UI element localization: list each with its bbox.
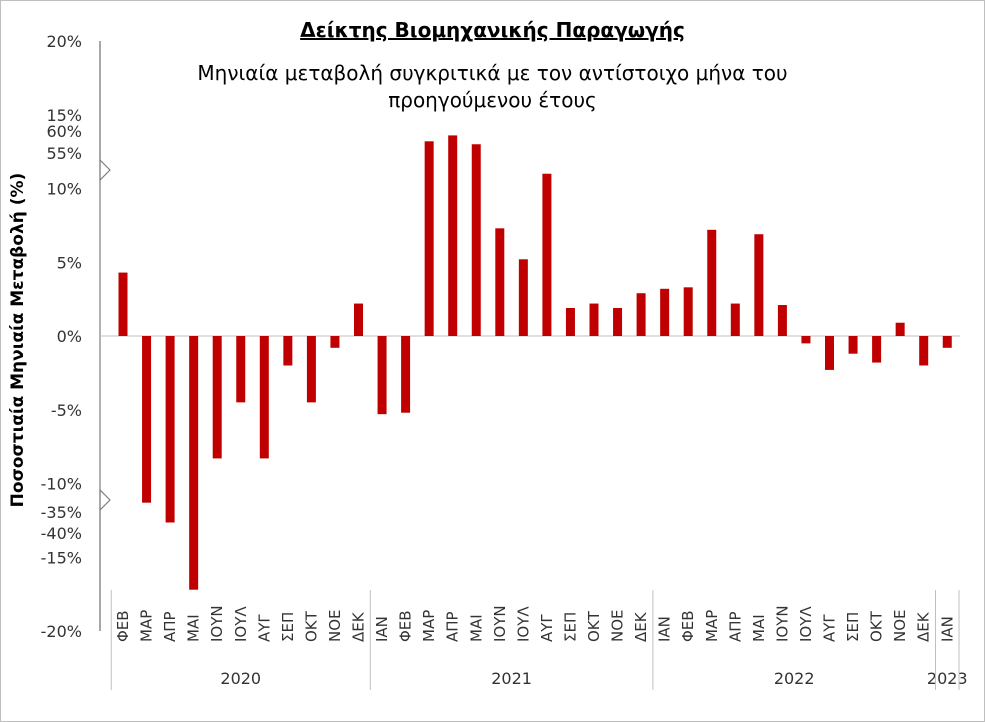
year-label: 2022 <box>774 669 815 688</box>
bar <box>848 336 858 354</box>
x-tick-label: ΙΑΝ <box>373 616 391 642</box>
x-tick-label: ΝΟΕ <box>609 609 627 642</box>
x-tick-label: ΑΥΓ <box>538 614 556 642</box>
y-tick-label: 15% <box>46 106 82 125</box>
bar <box>165 336 175 523</box>
bar <box>919 336 929 366</box>
bar <box>730 303 740 336</box>
bar <box>565 307 575 336</box>
bar <box>283 336 293 366</box>
x-tick-label: ΙΑΝ <box>938 616 956 642</box>
bar <box>377 336 387 415</box>
x-tick-label: ΑΥΓ <box>821 614 839 642</box>
x-tick-label: ΙΟΥΝ <box>208 605 226 642</box>
y-tick-label: -40% <box>41 524 82 543</box>
bar <box>212 336 222 459</box>
bar <box>495 228 505 336</box>
bar <box>259 336 269 459</box>
x-tick-label: ΔΕΚ <box>632 611 650 642</box>
y-tick-label: -10% <box>41 475 82 494</box>
x-tick-label: ΝΟΕ <box>326 609 344 642</box>
x-tick-label: ΔΕΚ <box>350 611 368 642</box>
bar <box>825 336 834 370</box>
x-tick-label: ΙΟΥΝ <box>491 605 509 642</box>
year-label: 2020 <box>220 669 261 688</box>
bar <box>589 303 599 336</box>
bar <box>189 336 199 590</box>
bar <box>895 322 905 336</box>
bar <box>401 336 411 413</box>
x-tick-label: ΦΕΒ <box>679 610 697 642</box>
x-tick-label: ΙΟΥΝ <box>773 605 791 642</box>
y-axis-line-lower <box>99 488 111 631</box>
bar <box>306 336 316 403</box>
x-tick-label: ΙΟΥΛ <box>797 606 815 642</box>
bar <box>777 305 787 336</box>
y-tick-label: -35% <box>41 503 82 522</box>
bar <box>448 135 458 336</box>
x-tick-label: ΙΑΝ <box>656 616 674 642</box>
bar <box>142 336 152 503</box>
x-tick-label: ΟΚΤ <box>585 610 603 642</box>
bar <box>471 144 481 336</box>
x-tick-label: ΝΟΕ <box>891 609 909 642</box>
x-tick-label: ΜΑΙ <box>467 614 485 642</box>
bar <box>330 336 340 348</box>
chart-title: Δείκτης Βιομηχανικής Παραγωγής <box>300 18 685 42</box>
y-tick-label: 60% <box>46 122 82 141</box>
x-tick-label: ΑΠΡ <box>444 611 462 642</box>
year-label: 2021 <box>491 669 532 688</box>
x-tick-label: ΦΕΒ <box>397 610 415 642</box>
chart-subtitle: Μηνιαία μεταβολή συγκριτικά με τον αντίσ… <box>197 61 788 112</box>
year-label: 2023 <box>927 669 968 688</box>
bar <box>613 307 623 336</box>
x-tick-label: ΦΕΒ <box>114 610 132 642</box>
x-tick-label: ΣΕΠ <box>279 612 297 642</box>
y-tick-label: -20% <box>41 622 82 641</box>
x-tick-label: ΜΑΡ <box>420 610 438 642</box>
x-tick-label: ΣΕΠ <box>561 612 579 642</box>
bar <box>518 259 528 336</box>
x-tick-label: ΟΚΤ <box>302 610 320 642</box>
bar <box>942 336 952 348</box>
x-tick-label: ΜΑΙ <box>750 614 768 642</box>
bar <box>660 288 670 336</box>
x-tick-label: ΔΕΚ <box>915 611 933 642</box>
y-tick-label: -15% <box>41 548 82 567</box>
y-tick-label: 10% <box>46 180 82 199</box>
bar <box>118 272 128 336</box>
y-tick-label: 0% <box>57 327 82 346</box>
bar <box>636 293 646 336</box>
x-tick-label: ΣΕΠ <box>844 612 862 642</box>
x-tick-label: ΜΑΡ <box>138 610 156 642</box>
bar <box>683 287 693 336</box>
x-tick-label: ΙΟΥΛ <box>232 606 250 642</box>
x-tick-label: ΑΠΡ <box>726 611 744 642</box>
y-tick-label: 20% <box>46 32 82 51</box>
bar <box>707 229 717 336</box>
y-tick-label: -5% <box>51 401 82 420</box>
bar <box>542 173 552 336</box>
x-tick-label: ΑΠΡ <box>161 611 179 642</box>
x-tick-label: ΟΚΤ <box>868 610 886 642</box>
y-axis-line-upper <box>99 41 111 182</box>
bar <box>424 141 434 336</box>
x-tick-label: ΜΑΙ <box>185 614 203 642</box>
bar <box>801 336 811 344</box>
y-tick-label: 55% <box>46 144 82 163</box>
bar <box>354 303 363 336</box>
x-tick-label: ΜΑΡ <box>703 610 721 642</box>
bar <box>872 336 882 363</box>
bar <box>236 336 246 403</box>
bar <box>754 234 764 336</box>
x-tick-label: ΙΟΥΛ <box>514 606 532 642</box>
y-tick-label: 5% <box>57 253 82 272</box>
x-tick-label: ΑΥΓ <box>255 614 273 642</box>
